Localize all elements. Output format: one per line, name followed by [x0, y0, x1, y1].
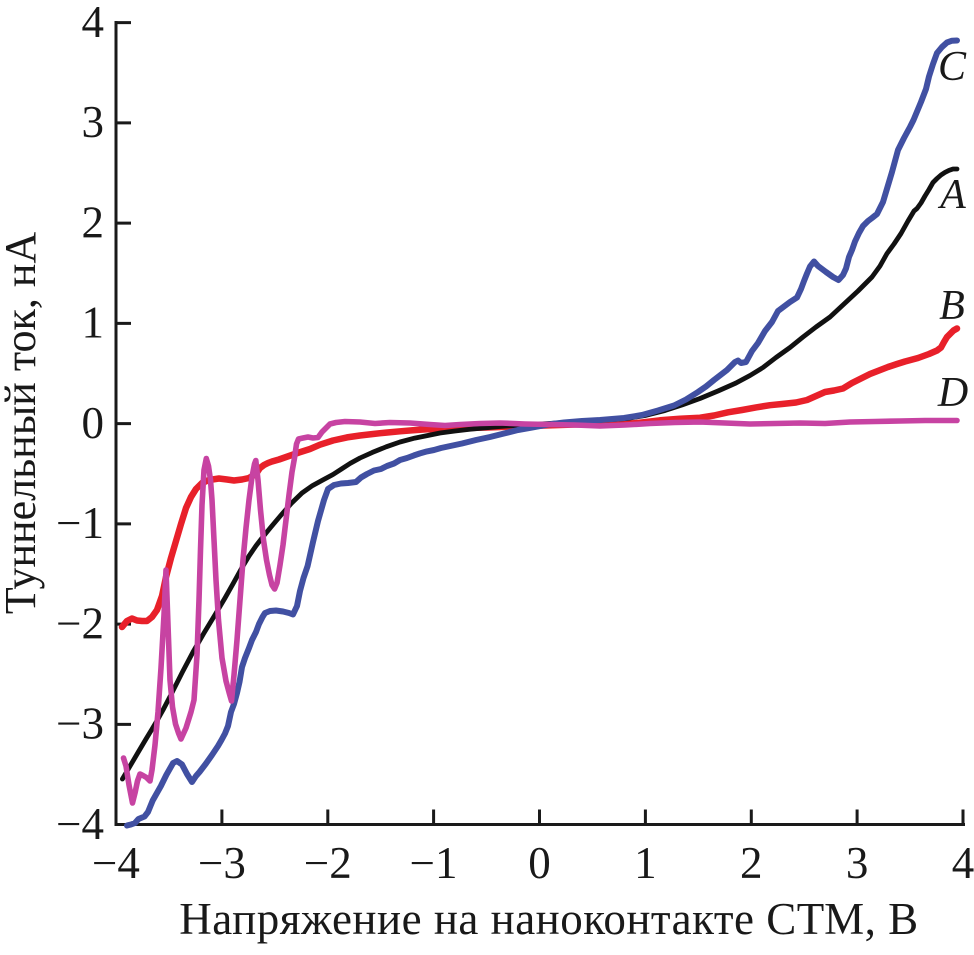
svg-text:1: 1 [82, 298, 105, 348]
svg-text:−1: −1 [56, 498, 104, 548]
svg-text:Напряжение на наноконтакте СТМ: Напряжение на наноконтакте СТМ, В [179, 894, 918, 944]
svg-text:−4: −4 [56, 799, 104, 849]
svg-text:−3: −3 [198, 838, 246, 888]
svg-text:−2: −2 [304, 838, 352, 888]
svg-text:4: 4 [952, 838, 974, 888]
svg-text:A: A [937, 172, 966, 218]
svg-text:2: 2 [82, 197, 105, 247]
svg-text:−3: −3 [56, 699, 104, 749]
svg-text:Туннельный ток, нА: Туннельный ток, нА [0, 232, 45, 615]
svg-text:3: 3 [82, 97, 105, 147]
svg-text:−4: −4 [92, 838, 140, 888]
svg-text:C: C [938, 44, 967, 90]
svg-text:D: D [937, 370, 968, 416]
svg-text:−2: −2 [56, 598, 104, 648]
svg-text:3: 3 [846, 838, 869, 888]
svg-text:4: 4 [82, 0, 105, 47]
svg-text:1: 1 [634, 838, 657, 888]
svg-text:0: 0 [528, 838, 551, 888]
svg-text:0: 0 [82, 398, 105, 448]
svg-text:2: 2 [740, 838, 763, 888]
svg-text:−1: −1 [410, 838, 458, 888]
svg-text:B: B [939, 283, 965, 329]
